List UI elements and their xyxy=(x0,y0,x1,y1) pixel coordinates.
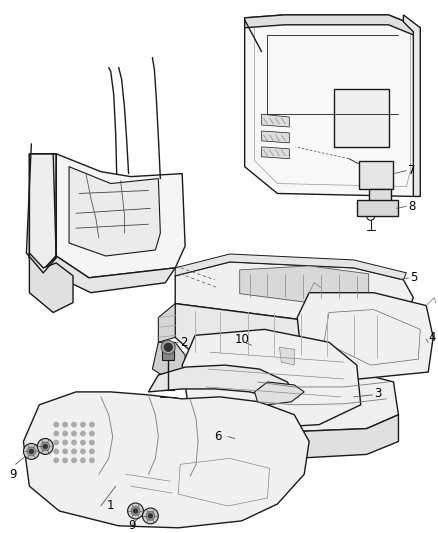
Polygon shape xyxy=(357,200,399,216)
Circle shape xyxy=(29,449,33,454)
Polygon shape xyxy=(359,161,393,189)
Circle shape xyxy=(54,423,58,427)
Circle shape xyxy=(23,443,39,459)
Text: 6: 6 xyxy=(214,430,222,443)
Polygon shape xyxy=(152,342,185,379)
Circle shape xyxy=(148,514,152,518)
Circle shape xyxy=(146,512,155,520)
Circle shape xyxy=(142,508,159,524)
Text: 10: 10 xyxy=(235,333,250,346)
Polygon shape xyxy=(182,329,361,429)
Polygon shape xyxy=(159,304,175,342)
Polygon shape xyxy=(69,167,160,256)
Polygon shape xyxy=(29,253,73,312)
Circle shape xyxy=(54,440,58,445)
Circle shape xyxy=(81,458,85,463)
Circle shape xyxy=(164,343,172,351)
Text: 4: 4 xyxy=(428,331,436,344)
Circle shape xyxy=(54,458,58,463)
Polygon shape xyxy=(297,293,433,379)
Polygon shape xyxy=(369,189,391,204)
Text: 3: 3 xyxy=(374,387,382,400)
Polygon shape xyxy=(261,147,290,159)
Circle shape xyxy=(72,431,76,436)
Circle shape xyxy=(90,449,94,454)
Polygon shape xyxy=(261,114,290,127)
Circle shape xyxy=(41,442,49,451)
Circle shape xyxy=(90,458,94,463)
Circle shape xyxy=(72,458,76,463)
Circle shape xyxy=(81,440,85,445)
Polygon shape xyxy=(148,365,294,399)
Polygon shape xyxy=(247,415,399,458)
Circle shape xyxy=(54,431,58,436)
Circle shape xyxy=(43,290,49,296)
Text: 2: 2 xyxy=(180,336,188,349)
Circle shape xyxy=(81,431,85,436)
Polygon shape xyxy=(245,15,420,38)
Circle shape xyxy=(90,423,94,427)
Text: 5: 5 xyxy=(410,271,418,284)
Polygon shape xyxy=(247,365,399,432)
Polygon shape xyxy=(56,154,185,278)
Polygon shape xyxy=(29,154,56,270)
Polygon shape xyxy=(254,382,304,405)
Circle shape xyxy=(81,449,85,454)
Circle shape xyxy=(54,449,58,454)
Circle shape xyxy=(63,431,67,436)
Circle shape xyxy=(90,440,94,445)
Text: 9: 9 xyxy=(10,468,17,481)
Circle shape xyxy=(161,340,175,354)
Circle shape xyxy=(72,440,76,445)
Circle shape xyxy=(81,423,85,427)
Circle shape xyxy=(127,503,144,519)
Circle shape xyxy=(63,423,67,427)
Circle shape xyxy=(27,447,36,456)
Polygon shape xyxy=(261,131,290,143)
Polygon shape xyxy=(175,254,406,280)
Polygon shape xyxy=(162,350,174,360)
Circle shape xyxy=(72,423,76,427)
Circle shape xyxy=(131,506,140,515)
Circle shape xyxy=(134,509,138,513)
Circle shape xyxy=(72,449,76,454)
Polygon shape xyxy=(175,262,413,327)
Circle shape xyxy=(37,439,53,455)
Text: 7: 7 xyxy=(408,164,416,177)
Text: 9: 9 xyxy=(129,519,136,532)
Circle shape xyxy=(63,440,67,445)
Polygon shape xyxy=(279,347,294,365)
Polygon shape xyxy=(23,392,309,528)
Polygon shape xyxy=(403,15,420,197)
Circle shape xyxy=(63,458,67,463)
Circle shape xyxy=(63,449,67,454)
Circle shape xyxy=(43,445,47,448)
Circle shape xyxy=(90,431,94,436)
Text: 8: 8 xyxy=(408,200,416,213)
Polygon shape xyxy=(232,367,247,441)
Polygon shape xyxy=(334,90,389,147)
Polygon shape xyxy=(175,304,413,365)
Polygon shape xyxy=(245,15,420,197)
Polygon shape xyxy=(43,256,175,293)
Text: 1: 1 xyxy=(107,499,114,513)
Polygon shape xyxy=(240,266,369,303)
